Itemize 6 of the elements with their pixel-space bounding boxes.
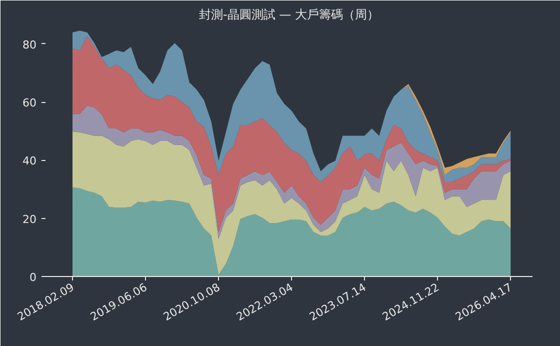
y-tick-label: 0	[30, 271, 36, 284]
y-tick-label: 20	[22, 212, 37, 226]
y-tick-label: 40	[22, 154, 37, 168]
y-tick-label: 80	[22, 38, 37, 52]
chart-title: 封測-晶圓測試 — 大戶籌碼（周）	[199, 8, 379, 22]
y-tick-label: 60	[22, 96, 37, 110]
